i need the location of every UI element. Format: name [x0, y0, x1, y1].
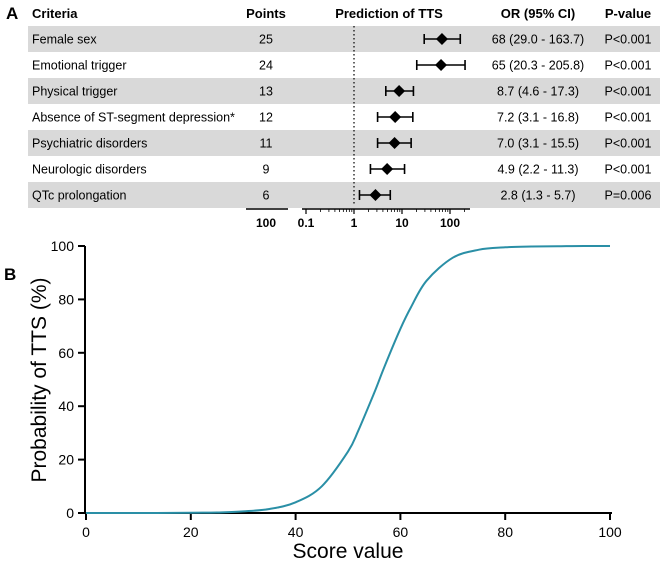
row-pvalue: P<0.001 [605, 33, 652, 47]
or-axis-tick-label: 10 [395, 216, 409, 230]
row-points: 24 [259, 59, 273, 73]
row-points: 13 [259, 85, 273, 99]
row-pvalue: P<0.001 [605, 163, 652, 177]
points-axis-tick: 100 [256, 216, 276, 230]
x-tick-label: 100 [598, 524, 622, 540]
or-marker [435, 59, 448, 71]
row-points: 9 [263, 163, 270, 177]
or-marker [389, 111, 402, 123]
panel-b-label: B [4, 265, 16, 284]
row-pvalue: P<0.001 [605, 111, 652, 125]
x-tick-label: 20 [183, 524, 199, 540]
or-marker [393, 85, 406, 97]
row-points: 12 [259, 111, 273, 125]
row-stripes [28, 26, 660, 208]
y-tick-label: 40 [58, 398, 74, 414]
x-tick-label: 40 [288, 524, 304, 540]
row-or-ci: 2.8 (1.3 - 5.7) [500, 189, 575, 203]
or-axis-ticks: 0.1 1 10 100 [298, 209, 465, 230]
row-or-ci: 7.2 (3.1 - 16.8) [497, 111, 579, 125]
or-marker [369, 189, 382, 201]
row-stripe [28, 130, 660, 156]
row-stripe [28, 26, 660, 52]
y-tick-label: 80 [58, 291, 74, 307]
row-points: 11 [260, 137, 273, 151]
row-criteria: Neurologic disorders [32, 163, 147, 177]
y-tick-label: 20 [58, 452, 74, 468]
row-criteria: Female sex [32, 33, 97, 47]
header-criteria: Criteria [32, 6, 78, 21]
x-axis-label: Score value [293, 540, 404, 563]
row-criteria: Emotional trigger [32, 59, 127, 73]
row-criteria: Physical trigger [32, 85, 117, 99]
or-axis-tick-label: 0.1 [298, 216, 315, 230]
probability-curve [86, 245, 610, 514]
header-pvalue: P-value [605, 6, 651, 21]
y-tick-label: 0 [66, 505, 74, 521]
or-axis-tick-label: 1 [351, 216, 358, 230]
row-or-ci: 65 (20.3 - 205.8) [492, 59, 584, 73]
or-marker [381, 163, 394, 175]
panel-a-label: A [6, 4, 18, 23]
row-or-ci: 68 (29.0 - 163.7) [492, 33, 584, 47]
row-pvalue: P<0.001 [605, 137, 652, 151]
row-criteria: Psychiatric disorders [32, 137, 147, 151]
or-marker [435, 33, 448, 45]
y-tick-label: 60 [58, 345, 74, 361]
row-or-ci: 8.7 (4.6 - 17.3) [497, 85, 579, 99]
forest-plot [358, 33, 466, 201]
header-prediction: Prediction of TTS [335, 6, 443, 21]
row-points: 25 [259, 33, 273, 47]
row-criteria: Absence of ST-segment depression* [32, 111, 235, 125]
row-pvalue: P<0.001 [605, 85, 652, 99]
row-or-ci: 4.9 (2.2 - 11.3) [497, 163, 578, 177]
x-tick-label: 80 [497, 524, 513, 540]
header-or: OR (95% CI) [501, 6, 575, 21]
x-tick-label: 60 [393, 524, 409, 540]
row-pvalue: P=0.006 [605, 189, 652, 203]
row-pvalue: P<0.001 [605, 59, 652, 73]
panel-a: A Criteria Points Prediction of TTS OR (… [6, 4, 660, 230]
row-or-ci: 7.0 (3.1 - 15.5) [497, 137, 579, 151]
x-tick-label: 0 [82, 524, 90, 540]
y-tick-label: 100 [51, 238, 75, 254]
row-criteria: QTc prolongation [32, 189, 127, 203]
y-axis-label: Probability of TTS (%) [28, 277, 51, 482]
header-points: Points [246, 6, 286, 21]
table-rows: Female sex 25 68 (29.0 - 163.7) P<0.001 Emot… [32, 33, 652, 203]
row-points: 6 [263, 189, 270, 203]
panel-b: B 0 20 40 60 80 100 0 20 40 60 80 100 Score value P… [4, 238, 622, 563]
row-stripe [28, 182, 660, 208]
or-marker [388, 137, 401, 149]
or-axis-tick-label: 100 [440, 216, 460, 230]
row-stripe [28, 78, 660, 104]
panel-b-ticks: 0 20 40 60 80 100 0 20 40 60 80 100 [51, 238, 622, 540]
